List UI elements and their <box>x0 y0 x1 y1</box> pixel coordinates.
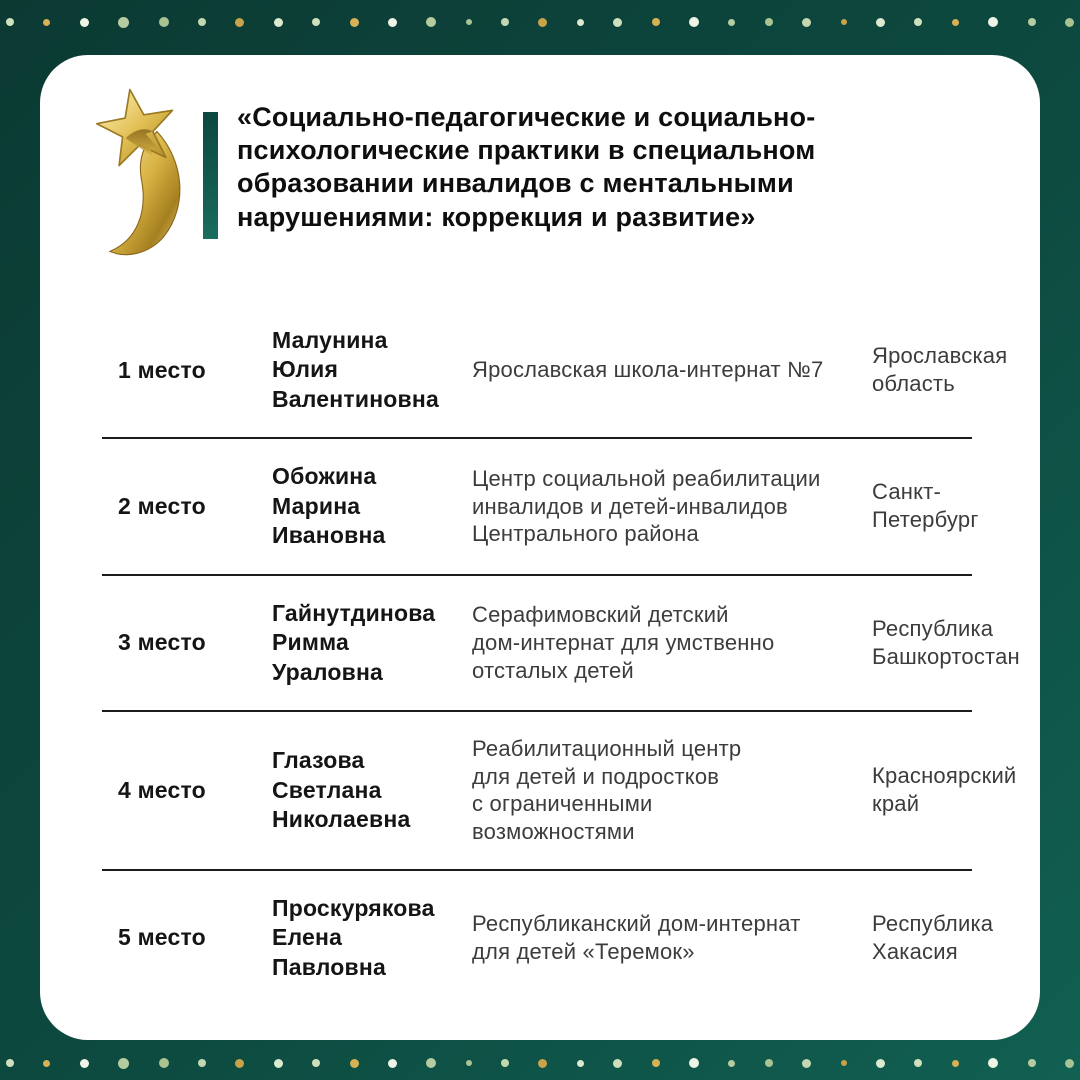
decor-dot <box>728 18 736 26</box>
decor-dot <box>158 17 169 27</box>
decor-dot <box>349 1058 359 1068</box>
institution-cell: Серафимовский детский дом-интернат для у… <box>472 602 775 683</box>
table-row: 1 место Малунина Юлия Валентиновна Яросл… <box>102 303 1007 440</box>
decor-dot <box>988 1058 999 1068</box>
decor-dot <box>1027 18 1036 26</box>
decor-dot <box>1064 1058 1074 1068</box>
decor-dot <box>465 1060 472 1066</box>
table-row: 4 место Глазова Светлана Николаевна Реаб… <box>102 712 1016 871</box>
decor-dot <box>802 1058 812 1068</box>
name-cell: Обожина Марина Ивановна <box>272 463 386 549</box>
decor-dot <box>43 1059 51 1067</box>
institution-cell: Республиканский дом-интернат для детей «… <box>472 911 801 964</box>
institution-cell: Ярославская школа-интернат №7 <box>472 357 824 383</box>
decor-dot <box>6 18 14 26</box>
institution-cell: Центр социальной реабилитации инвалидов … <box>472 465 821 547</box>
award-card: «Социально-педагогические и социально- п… <box>40 55 1040 1040</box>
decor-dot <box>689 1058 700 1068</box>
place-cell: 4 место <box>118 776 206 803</box>
decor-dot <box>501 18 510 26</box>
decor-dot <box>501 1059 510 1067</box>
decor-dot <box>79 17 89 27</box>
decor-dot <box>875 17 885 27</box>
decor-dot <box>651 18 660 26</box>
decor-dot <box>273 1058 283 1068</box>
decor-dot <box>538 17 548 27</box>
decor-dot <box>273 17 283 27</box>
place-cell: 3 место <box>118 629 206 656</box>
decor-dot <box>613 1058 623 1068</box>
decor-dot <box>764 1059 773 1067</box>
decor-dot <box>576 1059 584 1067</box>
name-cell: Проскурякова Елена Павловна <box>272 894 435 980</box>
gold-star-trophy-icon <box>92 71 204 266</box>
decor-dot <box>426 1058 437 1068</box>
title-accent-bar <box>203 112 218 239</box>
decor-dot <box>118 1057 130 1069</box>
decor-dot <box>951 1059 959 1067</box>
decor-dot <box>1064 17 1074 27</box>
decor-dot <box>576 18 584 26</box>
region-cell: Республика Хакасия <box>872 910 994 964</box>
decor-dot <box>235 17 245 27</box>
decor-dot <box>197 1059 206 1067</box>
decor-dot <box>840 1060 847 1066</box>
card-header: «Социально-педагогические и социально- п… <box>40 55 1040 300</box>
decor-dot <box>840 19 847 25</box>
decor-dot <box>764 18 773 26</box>
decor-dot <box>465 19 472 25</box>
decor-dot <box>613 17 623 27</box>
decor-dot <box>235 1058 245 1068</box>
decor-dot <box>349 17 359 27</box>
place-cell: 1 место <box>118 356 206 383</box>
decor-dots-bottom <box>0 1056 1080 1070</box>
decor-dot <box>387 17 397 27</box>
results-table: 1 место Малунина Юлия Валентиновна Яросл… <box>102 303 1020 1005</box>
decor-dot <box>43 18 51 26</box>
region-cell: Красноярский край <box>872 763 1017 817</box>
decor-dot <box>728 1059 736 1067</box>
institution-cell: Реабилитационный центр для детей и подро… <box>472 735 742 845</box>
table-row: 2 место Обожина Марина Ивановна Центр со… <box>102 439 978 576</box>
decor-dot <box>875 1058 885 1068</box>
decor-dot <box>914 1059 923 1067</box>
table-row: 5 место Проскурякова Елена Павловна Респ… <box>102 871 993 1005</box>
decor-dot <box>158 1058 169 1068</box>
decor-dots-top <box>0 15 1080 29</box>
decor-dot <box>197 18 206 26</box>
decor-dot <box>118 16 130 28</box>
region-cell: Республика Башкортостан <box>872 615 1020 669</box>
region-cell: Ярославская область <box>872 343 1008 397</box>
decor-dot <box>651 1059 660 1067</box>
table-row: 3 место Гайнутдинова Римма Ураловна Сера… <box>102 576 1020 712</box>
nomination-title: «Социально-педагогические и социально- п… <box>237 102 816 232</box>
decor-dot <box>914 18 923 26</box>
decor-dot <box>988 17 999 27</box>
decor-dot <box>951 18 959 26</box>
decor-dot <box>6 1059 14 1067</box>
region-cell: Санкт- Петербург <box>872 479 979 533</box>
decor-dot <box>79 1058 89 1068</box>
decor-dot <box>1027 1059 1036 1067</box>
decor-dot <box>312 18 321 26</box>
name-cell: Глазова Светлана Николаевна <box>272 747 411 833</box>
name-cell: Гайнутдинова Римма Ураловна <box>272 599 436 685</box>
decor-dot <box>802 17 812 27</box>
name-cell: Малунина Юлия Валентиновна <box>272 327 439 412</box>
decor-dot <box>312 1059 321 1067</box>
decor-dot <box>538 1058 548 1068</box>
place-cell: 2 место <box>118 492 206 519</box>
decor-dot <box>689 17 700 27</box>
decor-dot <box>387 1058 397 1068</box>
decor-dot <box>426 17 437 27</box>
place-cell: 5 место <box>118 924 206 951</box>
